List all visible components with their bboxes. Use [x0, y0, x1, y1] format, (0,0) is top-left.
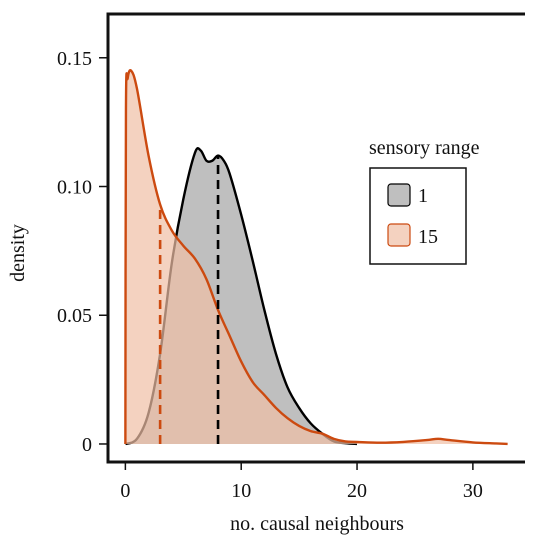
y-tick-label: 0: [82, 434, 92, 456]
legend-title: sensory range: [369, 137, 480, 159]
density-area-15: [125, 70, 508, 444]
y-tick-label: 0.10: [57, 177, 92, 199]
x-tick-label: 20: [347, 480, 367, 502]
legend: sensory range 1 15: [369, 137, 480, 265]
x-axis-ticks: 0 10 20 30: [120, 462, 483, 502]
y-axis-title: density: [7, 224, 29, 282]
legend-label-15: 15: [418, 226, 438, 248]
plot-frame: [106, 12, 525, 464]
median-layer: [158, 155, 220, 444]
x-tick-label: 30: [463, 480, 483, 502]
x-tick-label: 10: [231, 480, 251, 502]
x-tick-label: 0: [120, 480, 130, 502]
legend-box: [369, 167, 467, 265]
legend-key-1: [387, 183, 411, 207]
y-tick-label: 0.15: [57, 48, 92, 70]
legend-label-1: 1: [418, 185, 428, 207]
x-axis-title: no. causal neighbours: [230, 513, 404, 535]
y-tick-label: 0.05: [57, 305, 92, 327]
series-layer: [124, 69, 508, 446]
y-axis-ticks: 0 0.05 0.10 0.15: [57, 48, 108, 456]
density-line-15: [124, 69, 508, 446]
legend-key-15: [387, 223, 411, 247]
